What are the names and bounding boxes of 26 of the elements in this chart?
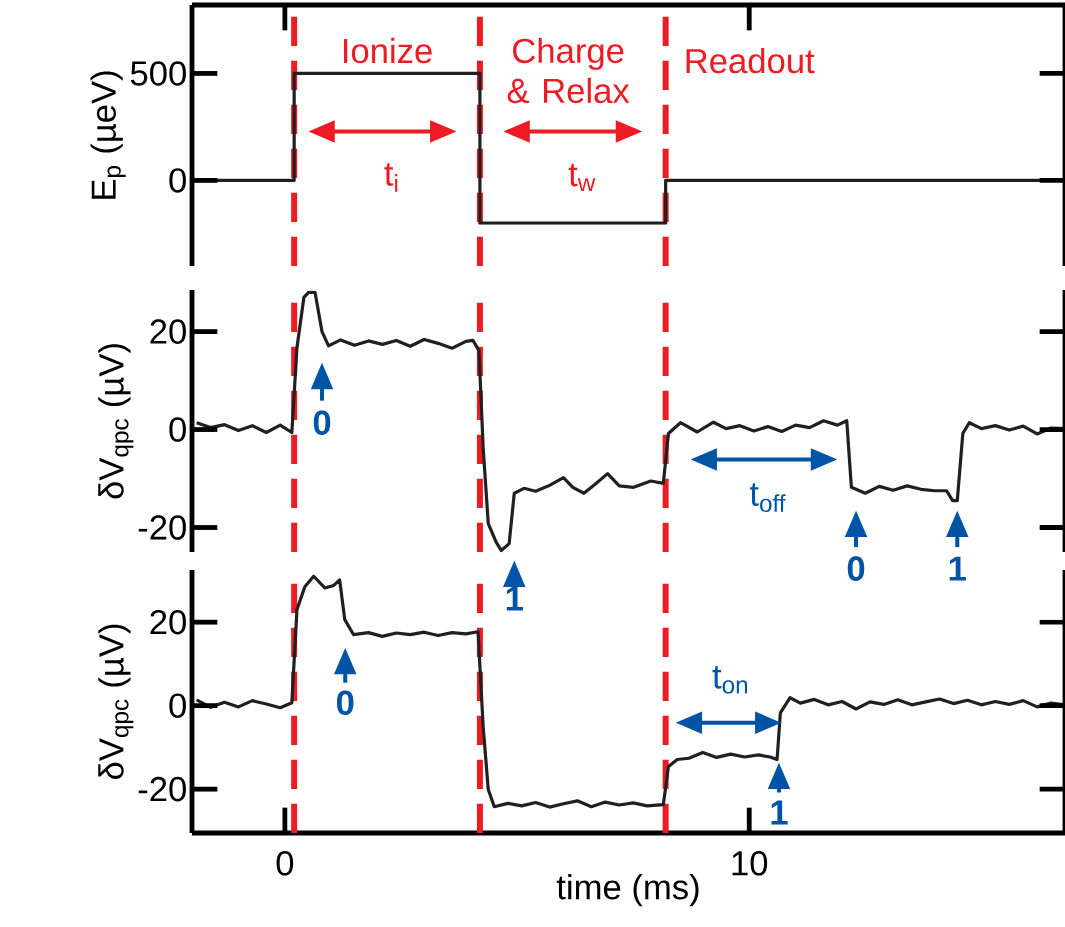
x-tick-label: 10: [732, 851, 768, 876]
annotation: Readout: [686, 47, 815, 74]
y-tick-label: 0: [169, 693, 186, 718]
annotation: 1: [771, 800, 788, 825]
annotation: Charge & Relax: [507, 37, 630, 104]
annotation: Ionize: [343, 37, 432, 64]
y-tick-label: 0: [169, 417, 186, 442]
x-axis-title: time (ms): [556, 874, 699, 907]
annotation: 0: [313, 410, 331, 435]
annotation: 1: [506, 586, 523, 611]
y-axis-title: E$_{p}$ (µeV): [90, 71, 126, 199]
y-tick-label: 20: [150, 609, 186, 635]
y-tick-label: 500: [130, 61, 186, 86]
annotation: t$_{w}$: [568, 163, 596, 192]
annotation: 0: [336, 690, 354, 716]
annotation: 1: [949, 556, 966, 581]
annotation: t$_{on}$: [712, 665, 748, 694]
y-axis-title: δV$_{qpc}$ (µV): [98, 624, 134, 780]
annotation: 0: [847, 556, 865, 581]
y-tick-label: -20: [138, 515, 186, 540]
y-tick-label: -20: [138, 776, 186, 802]
annotation: t$_{i}$: [384, 163, 398, 192]
annotation: t$_{off}$: [749, 483, 786, 513]
y-axis-title: δV$_{qpc}$ (µV): [98, 344, 134, 499]
y-tick-label: 0: [169, 168, 186, 193]
y-tick-label: 20: [150, 319, 186, 344]
